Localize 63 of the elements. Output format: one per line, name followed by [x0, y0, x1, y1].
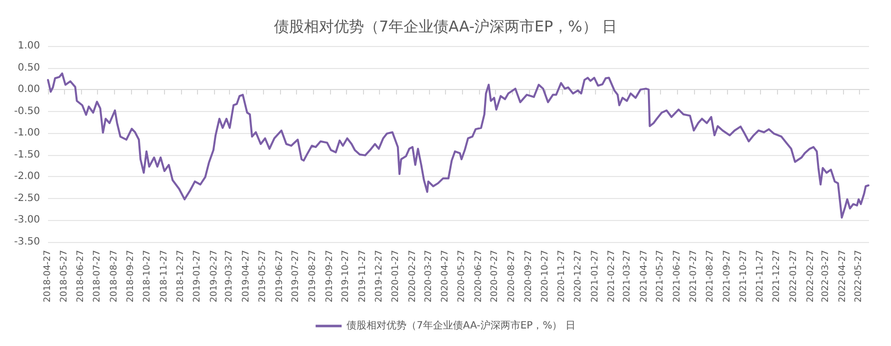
x-tick-label: 2020-05-27	[457, 250, 468, 302]
legend-label: 债股相对优势（7年企业债AA-沪深两市EP，%） 日	[346, 320, 576, 332]
x-tick-label: 2021-05-27	[656, 250, 666, 302]
y-tick-label: -3.50	[14, 236, 40, 248]
x-tick-label: 2021-02-27	[607, 250, 618, 302]
x-tick-label: 2019-12-27	[374, 250, 384, 302]
x-tick-label: 2021-03-27	[622, 250, 632, 302]
x-tick-label: 2021-04-27	[639, 250, 650, 302]
x-tick-label: 2020-03-27	[424, 250, 434, 302]
x-tick-label: 2021-10-27	[738, 250, 749, 302]
x-tick-label: 2018-12-27	[176, 250, 186, 302]
x-tick-label: 2018-11-27	[159, 250, 170, 302]
x-tick-label: 2019-02-27	[209, 250, 220, 302]
x-tick-label: 2020-02-27	[408, 250, 418, 302]
x-tick-label: 2020-04-27	[440, 250, 451, 302]
x-tick-label: 2018-07-27	[92, 250, 103, 302]
x-tick-label: 2021-12-27	[772, 250, 782, 302]
chart-title: 债股相对优势（7年企业债AA-沪深两市EP，%） 日	[274, 18, 618, 36]
x-tick-label: 2019-10-27	[341, 250, 352, 302]
y-tick-label: 0.00	[18, 84, 40, 96]
x-tick-label: 2021-09-27	[722, 250, 733, 302]
x-tick-label: 2018-10-27	[142, 250, 153, 302]
x-tick-label: 2019-04-27	[242, 250, 252, 302]
x-tick-label: 2021-06-27	[672, 250, 682, 302]
x-tick-label: 2022-03-27	[821, 250, 832, 302]
x-tick-label: 2020-09-27	[524, 250, 534, 302]
x-tick-label: 2020-06-27	[474, 250, 484, 302]
y-tick-label: -3.00	[14, 214, 40, 226]
x-tick-label: 2018-08-27	[109, 250, 120, 302]
x-tick-label: 2021-08-27	[706, 250, 716, 302]
y-tick-label: -1.50	[14, 149, 40, 160]
line-series	[47, 72, 870, 219]
x-tick-label: 2020-10-27	[540, 250, 550, 302]
x-tick-label: 2018-05-27	[59, 250, 70, 302]
x-tick-label: 2018-04-27	[43, 250, 53, 302]
x-tick-label: 2018-09-27	[126, 250, 136, 302]
y-tick-label: -2.00	[14, 171, 40, 182]
x-tick-label: 2021-07-27	[688, 250, 699, 302]
x-tick-label: 2018-06-27	[76, 250, 86, 302]
x-tick-label: 2019-03-27	[224, 250, 235, 302]
x-tick-label: 2020-01-27	[391, 250, 402, 302]
x-tick-label: 2019-01-27	[192, 250, 203, 302]
y-tick-label: -1.00	[14, 128, 40, 139]
x-tick-label: 2019-09-27	[324, 250, 335, 302]
x-tick-label: 2019-06-27	[274, 250, 285, 302]
y-tick-label: -2.50	[14, 192, 40, 204]
x-tick-label: 2019-08-27	[308, 250, 318, 302]
x-tick-label: 2022-05-27	[854, 250, 864, 302]
x-tick-label: 2021-11-27	[756, 250, 766, 302]
x-tick-label: 2019-05-27	[258, 250, 268, 302]
x-tick-label: 2020-12-27	[573, 250, 584, 302]
x-tick-label: 2020-08-27	[507, 250, 518, 302]
x-tick-label: 2020-11-27	[557, 250, 568, 302]
y-tick-label: 0.50	[18, 62, 40, 74]
x-tick-label: 2019-07-27	[291, 250, 302, 302]
x-tick-label: 2020-07-27	[490, 250, 500, 302]
x-tick-label: 2021-01-27	[590, 250, 600, 302]
y-tick-label: -0.50	[14, 106, 40, 117]
x-tick-label: 2022-04-27	[838, 250, 848, 302]
y-tick-label: 1.00	[18, 40, 40, 52]
x-tick-label: 2022-01-27	[788, 250, 799, 302]
x-tick-label: 2019-11-27	[358, 250, 368, 302]
x-tick-label: 2022-02-27	[806, 250, 816, 302]
